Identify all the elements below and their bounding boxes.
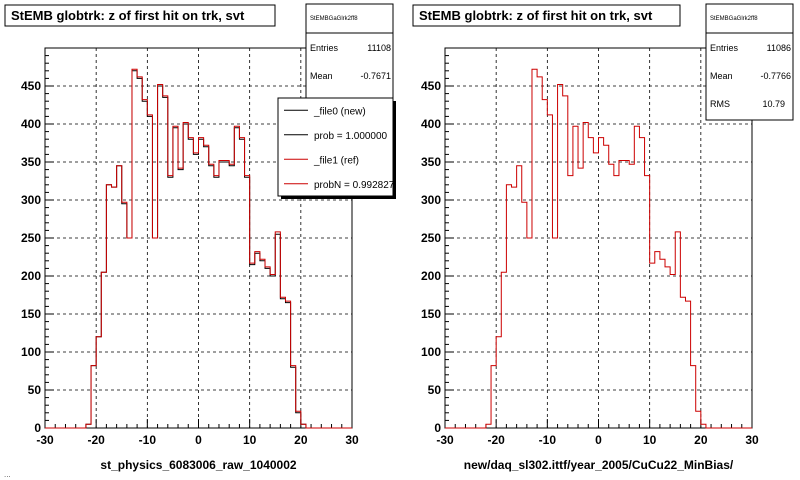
legend-label-1: _file0 (new) — [313, 106, 366, 117]
y-tick-label: 350 — [21, 155, 41, 169]
y-tick-label: 100 — [421, 345, 441, 359]
chart-title: StEMB globtrk: z of first hit on trk, sv… — [419, 8, 653, 23]
x-tick-label: 30 — [345, 433, 359, 447]
x-tick-label: 0 — [195, 433, 202, 447]
x-tick-label: -10 — [539, 433, 557, 447]
stats-entries-label: Entries — [310, 43, 339, 53]
y-tick-label: 150 — [421, 307, 441, 321]
y-tick-label: 150 — [21, 307, 41, 321]
y-tick-label: 250 — [421, 231, 441, 245]
stats-name: StEMBGaGlrk2ff8 — [310, 16, 358, 22]
x-tick-label: 20 — [694, 433, 708, 447]
title-box — [412, 4, 681, 27]
y-tick-label: 0 — [434, 421, 441, 435]
footer-text: ... — [4, 470, 11, 479]
x-tick-label: 20 — [294, 433, 308, 447]
x-tick-label: -30 — [36, 433, 54, 447]
x-tick-label: -20 — [87, 433, 105, 447]
y-tick-label: 250 — [21, 231, 41, 245]
title-box — [4, 4, 276, 27]
x-tick-label: -10 — [139, 433, 157, 447]
y-tick-label: 0 — [34, 421, 41, 435]
stats-name: StEMBGaGlrk2ff8 — [710, 16, 758, 22]
stats-mean-value: -0.7766 — [760, 71, 791, 81]
x-tick-label: 10 — [643, 433, 657, 447]
x-tick-label: 0 — [595, 433, 602, 447]
y-tick-label: 50 — [28, 383, 42, 397]
y-tick-label: 450 — [421, 79, 441, 93]
legend-label-4: probN = 0.992827 — [314, 180, 395, 191]
chart-panel-1: -30 -20 -10 0 10 20 30050100150200250300350400… — [4, 3, 396, 472]
y-tick-label: 100 — [21, 345, 41, 359]
stats-rms-label: RMS — [710, 99, 730, 109]
legend-box — [277, 97, 394, 197]
chart-panel-2: -30 -20 -10 0 10 20 30050100150200250300350400… — [412, 3, 794, 472]
chart-title: StEMB globtrk: z of first hit on trk, sv… — [11, 8, 245, 23]
y-tick-label: 200 — [21, 269, 41, 283]
y-tick-label: 200 — [421, 269, 441, 283]
x-axis-label: st_physics_6083006_raw_1040002 — [100, 458, 296, 472]
y-tick-label: 300 — [421, 193, 441, 207]
x-tick-label: 10 — [243, 433, 257, 447]
y-tick-label: 400 — [21, 117, 41, 131]
y-tick-label: 300 — [21, 193, 41, 207]
stats-entries-value: 11108 — [367, 43, 391, 53]
stats-mean-label: Mean — [310, 71, 333, 81]
histogram-series-2 — [45, 68, 352, 429]
x-axis-label: new/daq_sl302.ittf/year_2005/CuCu22_MinB… — [464, 458, 734, 472]
stats-mean-label: Mean — [710, 71, 733, 81]
stats-entries-value: 11086 — [767, 43, 791, 53]
x-tick-label: 30 — [745, 433, 759, 447]
legend-label-3: _file1 (ref) — [313, 155, 359, 166]
x-tick-label: -20 — [487, 433, 505, 447]
stats-rms-value: 10.79 — [762, 99, 785, 109]
histogram-series-1 — [445, 68, 752, 429]
stats-box — [305, 3, 394, 100]
stats-mean-value: -0.7671 — [360, 71, 391, 81]
y-tick-label: 450 — [21, 79, 41, 93]
legend-label-2: prob = 1.000000 — [314, 131, 388, 142]
y-tick-label: 50 — [428, 383, 442, 397]
y-tick-label: 400 — [421, 117, 441, 131]
stats-entries-label: Entries — [710, 43, 739, 53]
stats-box — [705, 3, 794, 121]
x-tick-label: -30 — [436, 433, 454, 447]
y-tick-label: 350 — [421, 155, 441, 169]
